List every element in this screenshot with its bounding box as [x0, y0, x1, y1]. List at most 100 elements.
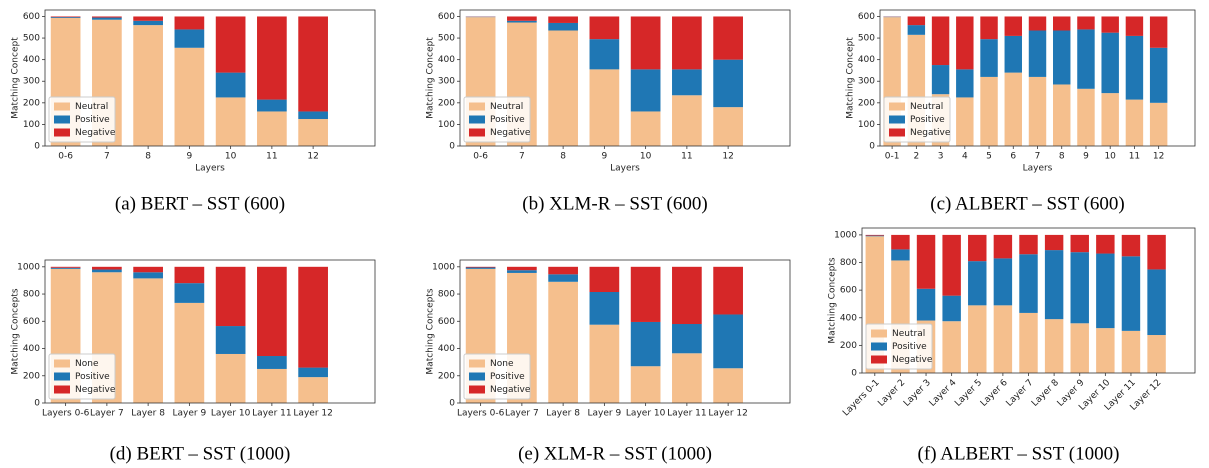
bar-segment [916, 288, 936, 321]
bar-segment [1004, 35, 1022, 73]
bar-segment [298, 119, 328, 146]
legend-label: Negative [892, 355, 933, 365]
bar-segment [174, 283, 205, 303]
bar-segment [956, 97, 974, 146]
bar-segment [713, 107, 743, 146]
bar-segment [589, 324, 620, 403]
bar-segment [589, 292, 620, 325]
bar-segment [257, 368, 287, 403]
bar-segment [891, 249, 910, 261]
x-tick-label: 5 [986, 152, 992, 162]
x-tick-label: 7 [519, 152, 525, 162]
x-tick-label: 12 [307, 152, 318, 162]
bar-segment [298, 377, 328, 403]
x-tick-label: Layers 0-6 [42, 409, 90, 419]
bar-segment [1028, 76, 1047, 146]
y-tick-label: 600 [438, 317, 455, 327]
bar-segment [92, 269, 122, 273]
bar-segment [1121, 330, 1141, 373]
x-tick-label: 4 [962, 152, 968, 162]
bar-segment [589, 266, 620, 293]
bar-segment [672, 266, 702, 325]
x-tick-label: 3 [938, 152, 944, 162]
x-tick-label: 0-6 [473, 152, 488, 162]
bar-segment [672, 353, 702, 403]
legend-swatch [889, 115, 905, 124]
bar-segment [298, 266, 328, 368]
bar-segment [907, 16, 926, 26]
x-tick-label: Layer 9 [173, 409, 207, 419]
x-tick-label: 9 [1083, 152, 1089, 162]
bar-segment [507, 20, 537, 23]
bar-segment [92, 17, 122, 20]
bar-segment [50, 16, 81, 18]
legend-label: Positive [490, 372, 525, 382]
bar-segment [630, 266, 661, 322]
bar-segment [465, 267, 496, 269]
legend-label: Negative [910, 128, 951, 138]
bar-segment [215, 266, 246, 327]
bar-segment [548, 281, 578, 403]
y-tick-label: 500 [438, 34, 455, 44]
bar-segment [92, 266, 122, 270]
bar-segment [942, 234, 961, 296]
y-tick-label: 600 [23, 317, 40, 327]
legend-label: Neutral [892, 329, 925, 339]
y-tick-label: 400 [438, 55, 455, 65]
x-tick-label: Layer 8 [546, 409, 580, 419]
y-tick-label: 200 [840, 341, 857, 351]
bar-segment [215, 353, 246, 403]
legend-label: Neutral [75, 102, 108, 112]
bar-segment [1019, 234, 1038, 255]
bar-segment [298, 16, 328, 112]
y-tick-label: 800 [840, 258, 857, 268]
bar-segment [1125, 99, 1144, 146]
bar-segment [174, 266, 205, 284]
bar-segment [713, 368, 743, 403]
bar-segment [133, 20, 163, 26]
y-tick-label: 0 [449, 142, 455, 152]
x-axis-label: Layers [1023, 164, 1053, 174]
y-tick-label: 0 [449, 399, 455, 409]
bar-segment [1149, 16, 1168, 48]
y-axis-label: Matching Concept [846, 37, 856, 119]
bar-segment [630, 69, 661, 112]
bar-segment [865, 234, 885, 236]
legend-swatch [54, 359, 70, 368]
bar-segment [215, 326, 246, 354]
bar-segment [1019, 312, 1038, 373]
legend-label: Neutral [910, 102, 943, 112]
y-tick-label: 400 [840, 313, 857, 323]
legend-label: Positive [75, 115, 110, 125]
bar-segment [672, 16, 702, 70]
x-tick-label: 0-1 [885, 152, 900, 162]
caption: (d) BERT – SST (1000) [110, 443, 291, 464]
bar-segment [1053, 84, 1071, 146]
x-tick-label: 8 [145, 152, 151, 162]
y-tick-label: 200 [23, 98, 40, 108]
y-tick-label: 1000 [834, 230, 857, 240]
x-tick-label: Layer 2 [876, 378, 907, 409]
bar-segment [891, 234, 910, 250]
x-tick-label: Layer 10 [211, 409, 251, 419]
legend-label: Negative [75, 385, 116, 395]
bar-segment [133, 25, 163, 146]
x-tick-label: Layer 8 [131, 409, 165, 419]
x-tick-label: Layers 0-1 [841, 378, 882, 419]
bar-segment [1077, 88, 1095, 146]
bar-segment [133, 266, 163, 273]
y-tick-label: 800 [438, 290, 455, 300]
bar-segment [257, 99, 287, 112]
y-axis-label: Matching Concepts [11, 288, 21, 374]
y-tick-label: 400 [23, 55, 40, 65]
bar-segment [1096, 253, 1115, 329]
bar-segment [713, 314, 743, 369]
caption: (e) XLM-R – SST (1000) [518, 443, 712, 464]
bar-segment [942, 295, 961, 322]
legend-swatch [871, 355, 887, 364]
bar-segment [1028, 30, 1047, 77]
bar-segment [548, 274, 578, 282]
y-tick-label: 0 [851, 369, 857, 379]
legend-label: Positive [892, 342, 927, 352]
x-tick-label: Layer 7 [505, 409, 539, 419]
